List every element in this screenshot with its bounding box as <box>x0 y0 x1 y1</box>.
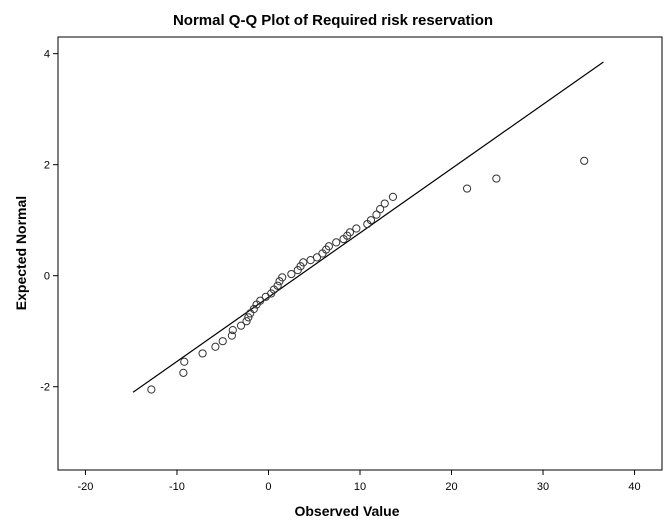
data-point <box>198 349 207 358</box>
y-axis-ticks: -2 0 2 4 <box>40 49 58 394</box>
data-point <box>256 296 265 305</box>
data-point <box>242 317 251 326</box>
chart-title: Normal Q-Q Plot of Required risk reserva… <box>173 12 493 29</box>
data-point <box>352 224 361 233</box>
data-point <box>580 156 589 165</box>
data-point <box>380 199 389 208</box>
data-point <box>244 313 253 322</box>
x-tick-label: -10 <box>169 481 185 493</box>
data-point <box>180 357 189 366</box>
data-point <box>372 210 381 219</box>
data-point <box>147 385 156 394</box>
data-point <box>228 326 237 335</box>
data-point <box>211 342 220 351</box>
data-points <box>147 156 589 394</box>
data-point <box>299 258 308 267</box>
data-point <box>312 253 322 262</box>
data-point <box>218 337 227 346</box>
data-point <box>324 242 333 251</box>
x-axis-ticks: -20 -10 0 10 20 30 40 <box>78 470 641 493</box>
data-point <box>227 331 236 340</box>
data-point <box>492 174 501 183</box>
data-point <box>249 304 258 314</box>
x-tick-label: -20 <box>78 481 94 493</box>
data-point <box>278 273 287 282</box>
data-point <box>388 192 398 201</box>
y-tick-label: 0 <box>44 271 50 283</box>
data-point <box>345 228 355 237</box>
data-point <box>332 238 341 247</box>
data-point <box>236 321 246 330</box>
data-point <box>273 281 282 290</box>
data-point <box>287 269 296 279</box>
x-tick-label: 0 <box>265 481 271 493</box>
data-point <box>462 184 472 193</box>
x-tick-label: 20 <box>445 481 457 493</box>
data-point <box>179 368 188 377</box>
x-tick-label: 10 <box>354 481 366 493</box>
y-tick-label: -2 <box>40 382 50 394</box>
y-tick-label: 2 <box>44 160 50 172</box>
data-point <box>366 216 376 225</box>
x-tick-label: 30 <box>537 481 549 493</box>
x-axis-title: Observed Value <box>294 503 399 519</box>
x-tick-label: 40 <box>628 481 640 493</box>
y-axis-title: Expected Normal <box>13 196 29 310</box>
y-tick-label: 4 <box>44 49 50 61</box>
data-point <box>376 204 385 214</box>
